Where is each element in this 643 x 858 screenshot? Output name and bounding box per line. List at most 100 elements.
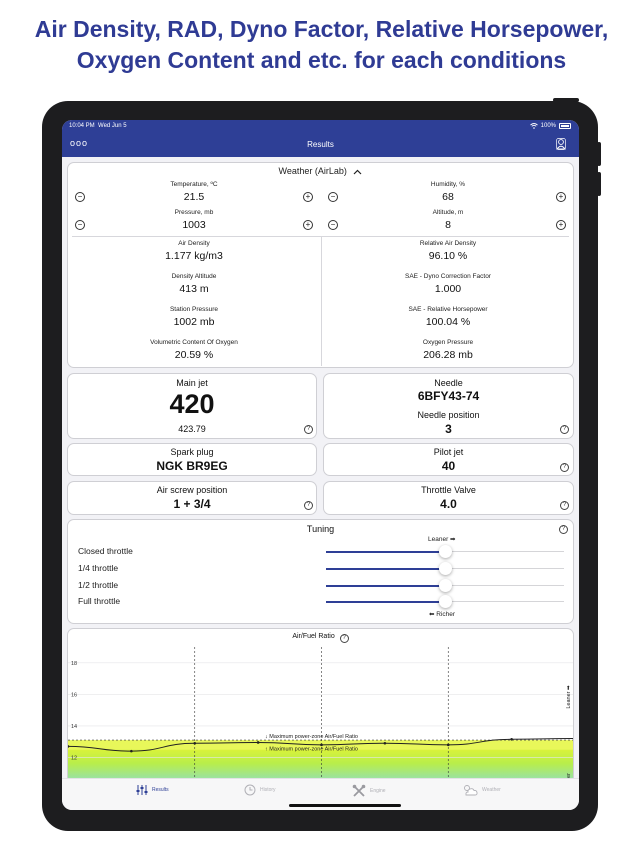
oxygen-content-value: 20.59 % xyxy=(174,349,214,361)
humidity-value[interactable]: 68 xyxy=(442,191,454,203)
pressure-label: Pressure, mb xyxy=(174,209,214,216)
slider-thumb[interactable] xyxy=(439,562,452,575)
help-icon[interactable]: ? xyxy=(304,425,313,434)
oxygen-pressure-value: 206.28 mb xyxy=(423,349,473,361)
weather-card: Weather (AirLab) − Temperature, ºC 21.5 … xyxy=(67,162,574,368)
slider-thumb[interactable] xyxy=(439,579,452,592)
slider-fill xyxy=(326,550,445,553)
humidity-decrease-button[interactable]: − xyxy=(328,192,338,202)
slider-thumb[interactable] xyxy=(439,595,452,608)
battery-icon xyxy=(559,123,571,129)
nav-title: Results xyxy=(307,140,334,149)
altitude-increase-button[interactable]: + xyxy=(556,220,566,230)
pilot-jet-card[interactable]: Pilot jet 40 ? xyxy=(323,443,574,476)
oxygen-pressure-label: Oxygen Pressure xyxy=(422,339,474,346)
tab-history[interactable]: History xyxy=(244,784,276,796)
navigation-bar: 10:04 PM Wed Jun 5 100% ooo Results xyxy=(62,120,579,157)
humidity-label: Humidity, % xyxy=(430,181,466,188)
help-icon[interactable]: ? xyxy=(560,501,569,510)
humidity-increase-button[interactable]: + xyxy=(556,192,566,202)
air-screw-title: Air screw position xyxy=(156,485,228,495)
wifi-icon xyxy=(529,123,538,129)
slider-thumb[interactable] xyxy=(439,545,452,558)
weather-column-divider xyxy=(321,236,322,366)
chart-title-row: Air/Fuel Ratio ? xyxy=(68,633,573,643)
richer-label: ⬅ Richer xyxy=(429,611,456,618)
dyno-factor-value: 1.000 xyxy=(434,283,462,295)
tab-engine[interactable]: Engine xyxy=(352,784,386,798)
home-indicator xyxy=(289,804,401,807)
tab-results[interactable]: Results xyxy=(136,784,169,796)
y-tick-label: 14 xyxy=(71,724,77,730)
app-screen: 10:04 PM Wed Jun 5 100% ooo Results Weat… xyxy=(62,120,579,810)
air-screw-card[interactable]: Air screw position 1 + 3/4 ? xyxy=(67,481,317,515)
main-jet-sub: 423.79 xyxy=(178,424,206,434)
y-tick-label: 18 xyxy=(71,661,77,667)
pilot-jet-title: Pilot jet xyxy=(433,447,464,457)
half-throttle-slider[interactable] xyxy=(326,579,564,592)
weather-header[interactable]: Weather (AirLab) xyxy=(68,166,573,176)
afr-data-point xyxy=(68,745,70,748)
closed-throttle-label: Closed throttle xyxy=(78,546,133,556)
help-icon[interactable]: ? xyxy=(559,525,568,534)
altitude-decrease-button[interactable]: − xyxy=(328,220,338,230)
needle-position-title: Needle position xyxy=(417,410,480,420)
afr-data-point xyxy=(510,738,513,741)
tools-icon xyxy=(352,784,366,797)
slider-fill xyxy=(326,584,445,587)
temperature-label: Temperature, ºC xyxy=(170,181,218,188)
closed-throttle-slider[interactable] xyxy=(326,545,564,558)
status-indicators: 100% xyxy=(529,123,571,129)
afr-data-point xyxy=(446,743,450,747)
battery-percent: 100% xyxy=(540,123,556,129)
afr-data-point xyxy=(320,743,323,747)
altitude-value[interactable]: 8 xyxy=(445,219,451,231)
cloud-sun-icon xyxy=(464,785,478,796)
quarter-throttle-slider[interactable] xyxy=(326,562,564,575)
help-icon[interactable]: ? xyxy=(304,501,313,510)
chart-title: Air/Fuel Ratio xyxy=(292,633,335,640)
density-altitude-value: 413 m xyxy=(179,283,209,295)
y-tick-label: 16 xyxy=(71,692,77,698)
air-density-label: Air Density xyxy=(178,240,210,247)
pressure-value[interactable]: 1003 xyxy=(182,219,206,231)
afr-data-point xyxy=(130,749,133,753)
spark-plug-card[interactable]: Spark plug NGK BR9EG xyxy=(67,443,317,476)
tab-weather[interactable]: Weather xyxy=(462,784,501,796)
density-altitude-label: Density Altitude xyxy=(171,273,217,280)
quarter-throttle-label: 1/4 throttle xyxy=(78,563,119,573)
pilot-jet-value: 40 xyxy=(441,459,456,473)
full-throttle-label: Full throttle xyxy=(78,596,121,606)
temperature-decrease-button[interactable]: − xyxy=(75,192,85,202)
device-volume-up xyxy=(597,142,601,166)
chevron-up-icon xyxy=(354,169,362,175)
afr-data-point xyxy=(256,741,260,744)
main-jet-value: 420 xyxy=(169,389,215,419)
main-jet-card[interactable]: Main jet 420 423.79 ? xyxy=(67,373,317,439)
temperature-value[interactable]: 21.5 xyxy=(183,191,205,203)
relative-horsepower-value: 100.04 % xyxy=(425,316,471,328)
throttle-valve-value: 4.0 xyxy=(440,497,457,511)
tuning-card: Tuning ? Leaner ➡ Closed throttle 1/4 th… xyxy=(67,519,574,624)
throttle-valve-title: Throttle Valve xyxy=(421,485,476,495)
needle-value: 6BFY43-74 xyxy=(417,389,480,403)
menu-dots-icon[interactable]: ooo xyxy=(70,138,89,148)
throttle-valve-card[interactable]: Throttle Valve 4.0 ? xyxy=(323,481,574,515)
pressure-decrease-button[interactable]: − xyxy=(75,220,85,230)
temperature-increase-button[interactable]: + xyxy=(303,192,313,202)
leaner-label: Leaner ➡ xyxy=(428,536,456,543)
air-screw-value: 1 + 3/4 xyxy=(173,497,211,511)
promo-headline: Air Density, RAD, Dyno Factor, Relative … xyxy=(0,14,643,76)
help-icon[interactable]: ? xyxy=(560,425,569,434)
pressure-increase-button[interactable]: + xyxy=(303,220,313,230)
help-icon[interactable]: ? xyxy=(560,463,569,472)
help-icon[interactable]: ? xyxy=(339,634,349,643)
altitude-label: Altitude, m xyxy=(432,209,464,216)
needle-card[interactable]: Needle 6BFY43-74 Needle position 3 ? xyxy=(323,373,574,439)
max-power-lower-label: ↑ Maximum power-zone Air/Fuel Ratio xyxy=(265,747,358,753)
afr-chart-card: Air/Fuel Ratio ? 1816141210↓ Maximum pow… xyxy=(67,628,574,788)
spark-plug-value: NGK BR9EG xyxy=(156,459,228,473)
weather-divider xyxy=(72,236,569,237)
profile-icon[interactable] xyxy=(556,137,566,155)
full-throttle-slider[interactable] xyxy=(326,595,564,608)
